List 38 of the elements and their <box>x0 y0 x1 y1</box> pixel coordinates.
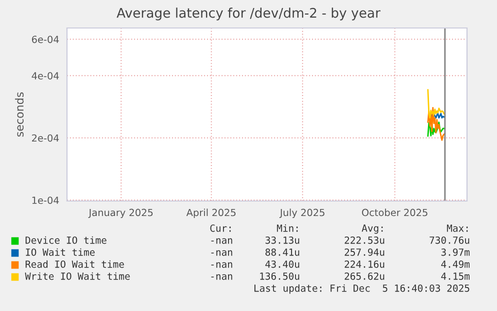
text: 4.15m <box>441 272 470 280</box>
line-series <box>427 106 446 141</box>
line-series <box>427 89 446 119</box>
text: 3.97m <box>441 248 470 256</box>
x-tick-label: April 2025 <box>186 208 236 218</box>
text: 222.53u <box>344 236 384 244</box>
text: Avg: <box>362 224 383 234</box>
text: 730.76u <box>430 236 470 244</box>
text: 265.62u <box>344 272 384 280</box>
y-tick-label: 4e-04 <box>32 72 59 80</box>
text: 88.41u <box>266 248 300 256</box>
text: -nan <box>211 250 232 256</box>
text: 4.49m <box>441 260 470 268</box>
text: -nan <box>211 274 232 280</box>
text: -nan <box>211 262 232 268</box>
text: 257.94u <box>344 248 384 256</box>
text: 43.40u <box>265 260 300 268</box>
text: Max: <box>446 224 468 232</box>
y-tick-label: 2e-04 <box>32 134 59 142</box>
legend-label: Device IO time <box>26 236 106 244</box>
legend-label: Write IO Wait time <box>25 272 130 280</box>
x-tick-label: July 2025 <box>279 208 324 218</box>
text: Min: <box>276 224 298 232</box>
text: Cur: <box>210 224 231 232</box>
line-series <box>427 122 446 137</box>
text: Last update: Fri Dec 5 16:40:03 2025 <box>254 284 470 294</box>
text: -nan <box>211 238 232 244</box>
x-tick-label: January 2025 <box>88 208 153 218</box>
text: 33.13u <box>266 236 300 244</box>
text: 224.16u <box>344 260 384 268</box>
legend-label: IO Wait time <box>26 248 95 256</box>
y-tick-label: 1e-04 <box>32 196 59 204</box>
legend-label: Read IO Wait time <box>26 260 124 268</box>
text: 136.50u <box>260 272 300 280</box>
y-axis-title: seconds <box>15 92 24 137</box>
y-tick-label: 6e-04 <box>32 36 59 44</box>
chart-title: Average latency for /dev/dm-2 - by year <box>116 8 380 20</box>
x-tick-label: October 2025 <box>362 208 428 216</box>
